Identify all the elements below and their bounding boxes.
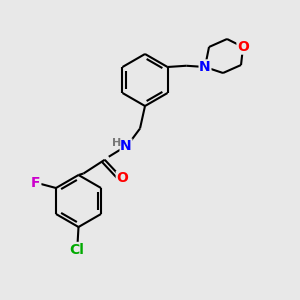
Text: N: N (199, 60, 211, 74)
Text: H: H (112, 138, 122, 148)
Text: F: F (31, 176, 41, 190)
Text: Cl: Cl (69, 242, 84, 256)
Text: O: O (237, 40, 249, 54)
Text: O: O (116, 172, 128, 185)
Text: N: N (120, 139, 132, 153)
